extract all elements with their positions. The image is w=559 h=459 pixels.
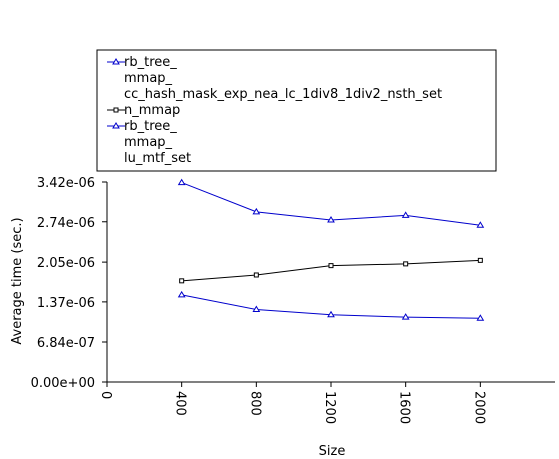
legend-swatch-marker [112,122,120,129]
data-point [476,314,485,321]
y-tick-label: 6.84e-07 [37,336,95,351]
data-point [403,261,409,267]
x-tick-label: 2000 [471,391,486,424]
data-point [327,310,335,318]
y-tick-label: 1.37e-06 [37,296,95,311]
data-point [177,178,186,186]
series-layer [177,178,485,321]
axes: 0.00e+00 6.84e-07 1.37e-06 2.05e-06 2.74e-06… [31,176,555,424]
legend: rb_tree_mmap_cc_hash_mask_exp_nea_lc_1di… [107,55,442,166]
legend-entry: rb_tree_mmap_lu_mtf_set [107,119,191,166]
y-tick-label: 2.05e-06 [37,256,95,271]
legend-swatch-marker [112,58,120,65]
data-point [327,216,335,223]
x-tick-label: 800 [247,391,262,416]
y-axis-label: Average time (sec.) [10,217,25,344]
data-point [401,313,410,320]
legend-box [96,49,497,172]
x-tick-label: 400 [173,391,188,416]
data-point [179,278,185,284]
legend-label: mmap_ [124,71,173,86]
data-point [177,290,186,298]
legend-label: lu_mtf_set [124,151,191,166]
legend-label: mmap_ [124,135,173,150]
x-tick-label: 1200 [322,391,337,424]
legend-entry: n_mmap [107,103,180,118]
data-point [477,257,483,263]
data-point [253,272,259,278]
y-tick-label: 0.00e+00 [31,376,95,391]
series [177,290,485,321]
series [177,178,485,228]
data-point [252,207,261,215]
legend-swatch-marker [113,107,119,113]
x-tick-label: 1600 [397,391,412,424]
legend-label: rb_tree_ [124,119,177,134]
data-point [252,305,261,312]
series [179,257,483,284]
x-tick-label: 0 [98,391,113,399]
legend-label: cc_hash_mask_exp_nea_lc_1div8_1div2_nsth… [124,87,442,102]
legend-label: n_mmap [124,103,180,118]
x-axis-label: Size [319,444,346,459]
legend-label: rb_tree_ [124,55,177,70]
legend-entry: rb_tree_mmap_cc_hash_mask_exp_nea_lc_1di… [107,55,442,102]
y-tick-label: 3.42e-06 [37,176,95,191]
y-tick-label: 2.74e-06 [37,216,95,231]
data-point [328,263,334,269]
data-point [476,221,485,228]
data-point [401,211,410,218]
